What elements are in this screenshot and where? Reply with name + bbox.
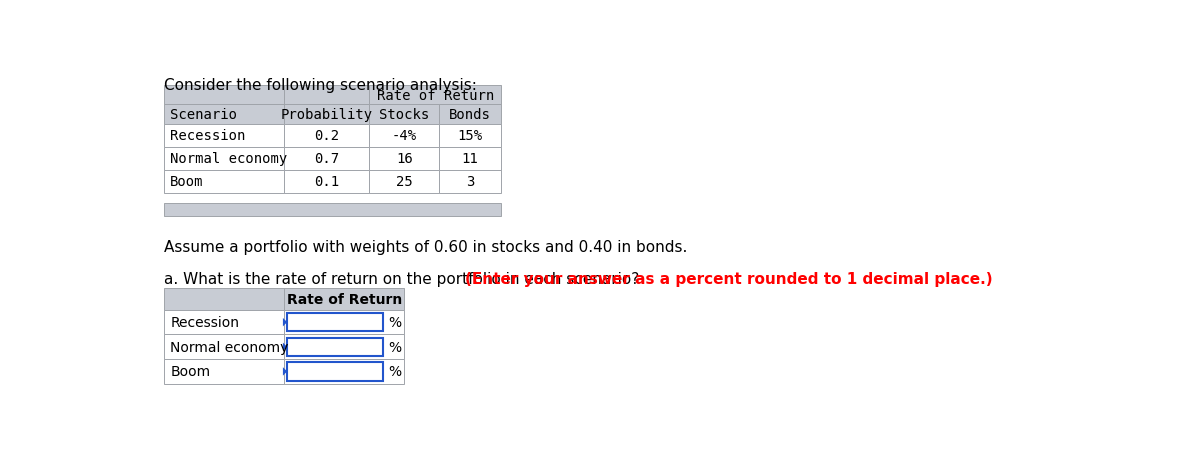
Text: 0.2: 0.2 [314,129,340,143]
Text: 11: 11 [462,152,479,166]
Bar [284,289,404,310]
Text: 25: 25 [396,175,413,189]
Text: Bonds: Bonds [449,108,491,122]
Bar [439,105,502,124]
Text: Normal economy: Normal economy [170,152,288,166]
Bar [287,363,383,381]
Text: Stocks: Stocks [379,108,430,122]
Bar [284,105,370,124]
Bar [164,170,284,193]
Text: Rate of Return: Rate of Return [287,292,402,307]
Text: Rate of Return: Rate of Return [377,89,494,102]
Bar [284,359,404,384]
Bar [287,313,383,332]
Bar [164,124,284,147]
Bar [370,170,439,193]
Text: a. What is the rate of return on the portfolio in each scenario?: a. What is the rate of return on the por… [164,272,644,287]
Bar [284,86,370,105]
Text: Normal economy: Normal economy [170,340,288,354]
Bar [439,147,502,170]
Text: -4%: -4% [391,129,416,143]
Bar [370,124,439,147]
Bar [439,170,502,193]
Bar [284,170,370,193]
Polygon shape [283,318,287,327]
Bar [370,86,502,105]
Bar [164,86,284,105]
Text: 3: 3 [466,175,474,189]
Bar [370,147,439,170]
Text: Boom: Boom [170,364,210,379]
Text: Recession: Recession [170,129,246,143]
Text: Boom: Boom [170,175,204,189]
Text: 16: 16 [396,152,413,166]
Bar [164,147,284,170]
Bar [164,359,284,384]
Text: 0.7: 0.7 [314,152,340,166]
Text: %: % [388,315,401,330]
Bar [284,124,370,147]
Text: Assume a portfolio with weights of 0.60 in stocks and 0.40 in bonds.: Assume a portfolio with weights of 0.60 … [164,240,688,254]
Text: Probability: Probability [281,108,373,122]
Polygon shape [283,367,287,376]
Text: %: % [388,364,401,379]
Bar [284,335,404,359]
Bar [164,105,284,124]
Bar [164,289,284,310]
Text: 0.1: 0.1 [314,175,340,189]
Bar [284,147,370,170]
Bar [439,124,502,147]
Bar [370,105,439,124]
Bar [164,335,284,359]
Text: Scenario: Scenario [170,108,238,122]
Text: (Enter your answer as a percent rounded to 1 decimal place.): (Enter your answer as a percent rounded … [466,272,994,287]
Text: 15%: 15% [457,129,482,143]
Bar [164,310,284,335]
Bar [284,310,404,335]
Text: Consider the following scenario analysis:: Consider the following scenario analysis… [164,78,476,93]
Bar [287,338,383,356]
Bar [164,204,502,217]
Text: Recession: Recession [170,315,239,330]
Polygon shape [283,343,287,351]
Text: %: % [388,340,401,354]
